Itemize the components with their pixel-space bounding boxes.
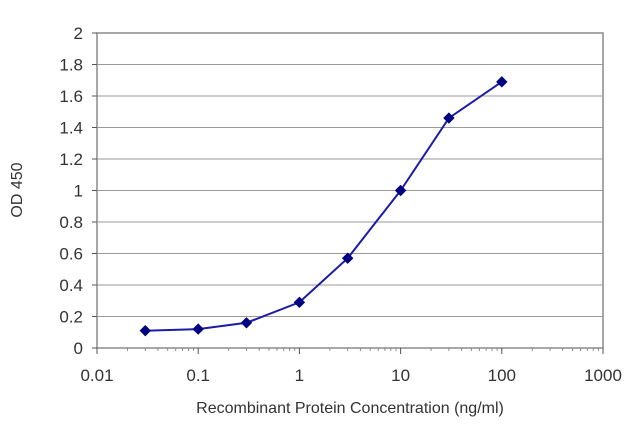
y-tick-label: 0.8: [59, 213, 83, 232]
y-tick-label: 0.4: [59, 276, 83, 295]
y-tick-label: 1.8: [59, 56, 83, 75]
grid-lines: [97, 64, 603, 317]
data-point: [496, 76, 508, 88]
y-tick-label: 0: [74, 339, 83, 358]
series-line: [145, 80, 503, 332]
x-tick-label: 0.1: [186, 366, 210, 385]
y-tick-label: 2: [74, 24, 83, 43]
x-tick-label: 0.01: [80, 366, 113, 385]
axes: [92, 32, 604, 354]
data-point: [240, 317, 253, 329]
y-tick-label: 0.6: [59, 245, 83, 264]
y-tick-label: 1: [74, 182, 83, 201]
data-point: [443, 112, 455, 124]
series: [139, 76, 508, 337]
data-point: [293, 296, 306, 309]
x-tick-label: 100: [488, 366, 516, 385]
y-tick-label: 1.4: [59, 119, 83, 138]
x-tick-label: 1000: [584, 366, 622, 385]
data-point: [341, 252, 354, 264]
x-axis-title: Recombinant Protein Concentration (ng/ml…: [196, 400, 504, 417]
y-tick-label: 0.2: [59, 308, 83, 327]
data-point: [394, 184, 407, 197]
x-tick-label: 1: [295, 366, 304, 385]
y-axis-title: OD 450: [9, 162, 26, 217]
data-point: [192, 323, 204, 335]
x-tick-label: 10: [391, 366, 410, 385]
y-tick-label: 1.6: [59, 87, 83, 106]
y-tick-label: 1.2: [59, 150, 83, 169]
tick-labels: 0 0.2 0.4 0.6 0.8 1 1.2 1.4 1.6 1.8 2 0.01 0.1 1 10 100…: [59, 24, 622, 385]
data-point: [139, 324, 151, 337]
